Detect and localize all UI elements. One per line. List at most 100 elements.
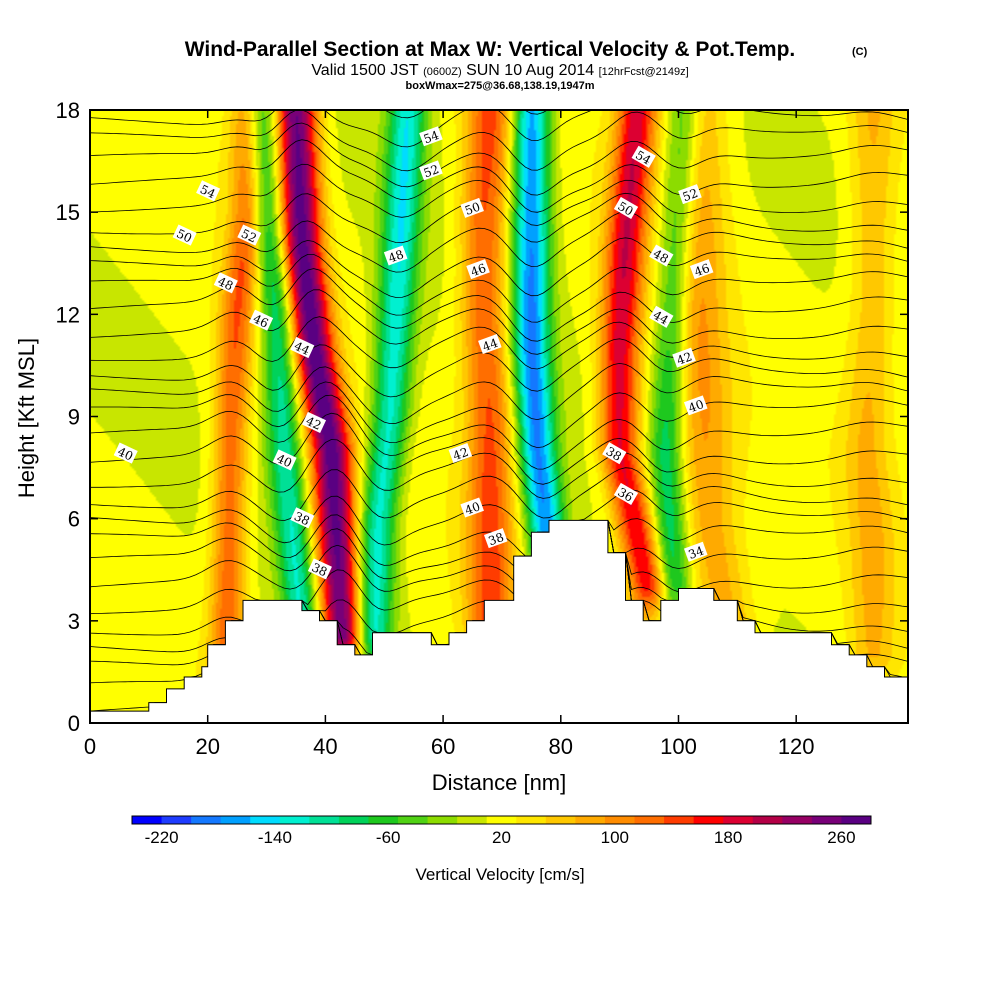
svg-text:44: 44 (651, 308, 672, 328)
colorbar-swatch (752, 816, 783, 824)
contour-label: 42 (448, 443, 473, 463)
svg-text:34: 34 (687, 543, 706, 562)
contour-label: 40 (113, 442, 138, 464)
terrain-profile (89, 519, 909, 724)
plot-area: 54 50 52 48 46 44 42 40 38 38 40 54 52 50 48 46 44 42 40 38… (89, 109, 909, 724)
contour-label: 36 (613, 482, 639, 505)
contour-label: 38 (307, 558, 332, 580)
svg-text:38: 38 (487, 530, 506, 548)
svg-text:52: 52 (681, 186, 700, 204)
theta-contour-line (90, 211, 908, 273)
colorbar-swatch (841, 816, 872, 824)
contour-label: 40 (272, 449, 297, 471)
theta-contour-line (90, 122, 908, 196)
svg-text:42: 42 (304, 414, 324, 433)
x-axis: 0 20 40 60 80 100 120 (84, 110, 815, 759)
colorbar-swatch (427, 816, 458, 824)
colorbar-swatch (191, 816, 222, 824)
contour-label: 44 (649, 305, 674, 328)
colorbar-swatch (516, 816, 547, 824)
contour-label: 46 (689, 259, 714, 279)
x-tick-label: 40 (313, 734, 337, 759)
y-tick-label: 0 (68, 711, 80, 736)
theta-contour-line (90, 289, 908, 355)
svg-text:52: 52 (422, 162, 441, 180)
x-tick-label: 60 (431, 734, 455, 759)
contour-label: 38 (290, 507, 315, 529)
svg-text:46: 46 (251, 312, 271, 331)
svg-text:50: 50 (463, 200, 482, 218)
svg-text:38: 38 (604, 444, 624, 464)
svg-text:40: 40 (687, 397, 706, 415)
y-tick-label: 15 (56, 200, 80, 225)
colorbar-swatch (604, 816, 636, 824)
y-axis-label: Height [Kft MSL] (14, 338, 39, 498)
svg-text:44: 44 (292, 339, 312, 358)
contour-label: 54 (419, 126, 443, 147)
colorbar-swatch (664, 816, 695, 824)
svg-text:46: 46 (692, 261, 711, 279)
colorbar-tick-label: -140 (258, 828, 292, 847)
x-tick-label: 120 (778, 734, 815, 759)
colorbar-swatch (398, 816, 429, 824)
colorbar-tick-label: -220 (145, 828, 179, 847)
theta-contour-line (90, 520, 908, 615)
chart-title: Wind-Parallel Section at Max W: Vertical… (185, 38, 796, 61)
contour-label: 48 (383, 245, 408, 266)
contour-label: 50 (172, 224, 197, 246)
theta-contour-line (90, 439, 908, 499)
theta-contour-line (90, 467, 908, 522)
colorbar-tick-label: 260 (827, 828, 855, 847)
y-tick-label: 12 (56, 302, 80, 327)
colorbar-swatch (723, 816, 754, 824)
y-tick-label: 6 (68, 507, 80, 532)
colorbar-swatch (132, 816, 163, 824)
colorbar-swatch (693, 816, 724, 824)
svg-text:42: 42 (451, 445, 470, 463)
contour-label: 40 (460, 497, 484, 518)
svg-text:48: 48 (216, 274, 236, 293)
contour-label: 42 (302, 411, 327, 433)
y-tick-label: 3 (68, 609, 80, 634)
theta-contour-line (90, 163, 908, 226)
contour-label: 38 (483, 528, 508, 548)
contour-labels: 54 50 52 48 46 44 42 40 38 38 40 54 52 50 48 46 44 42 40 38… (113, 126, 714, 580)
theta-contour-line (90, 394, 908, 470)
colorbar-swatch (782, 816, 813, 824)
colorbar-swatch (338, 816, 369, 824)
theta-contour-line (90, 381, 908, 449)
svg-text:36: 36 (615, 485, 635, 505)
svg-text:38: 38 (292, 509, 312, 528)
theta-contour-line (90, 139, 908, 213)
colorbar-swatch (811, 816, 842, 824)
x-tick-label: 80 (549, 734, 573, 759)
theta-contour-line (90, 254, 908, 323)
svg-text:48: 48 (651, 247, 671, 267)
colorbar-tick-label: 180 (714, 828, 742, 847)
contour-label: 44 (478, 334, 502, 355)
colorbar-swatch (575, 816, 606, 824)
theta-contour-line (90, 489, 908, 546)
colorbar-swatch (250, 816, 281, 824)
svg-text:38: 38 (310, 560, 330, 579)
theta-contour-line (90, 412, 908, 485)
contour-label: 38 (602, 442, 627, 465)
colorbar-swatch (309, 816, 340, 824)
colorbar-swatch (161, 816, 192, 824)
colorbar-swatch (368, 816, 399, 824)
svg-text:40: 40 (463, 499, 482, 517)
theta-contour-line (90, 338, 908, 398)
theta-contour-line (90, 192, 908, 244)
x-tick-label: 0 (84, 734, 96, 759)
x-tick-label: 100 (660, 734, 697, 759)
svg-text:54: 54 (422, 128, 441, 147)
svg-text:44: 44 (481, 336, 500, 355)
copyright-mark: (C) (852, 46, 868, 58)
contour-label: 48 (649, 244, 674, 267)
contour-label: 40 (683, 395, 708, 415)
contour-label: 50 (613, 196, 639, 219)
theta-contour-line (90, 237, 908, 298)
colorbar-swatch (279, 816, 310, 824)
y-tick-label: 9 (68, 405, 80, 430)
